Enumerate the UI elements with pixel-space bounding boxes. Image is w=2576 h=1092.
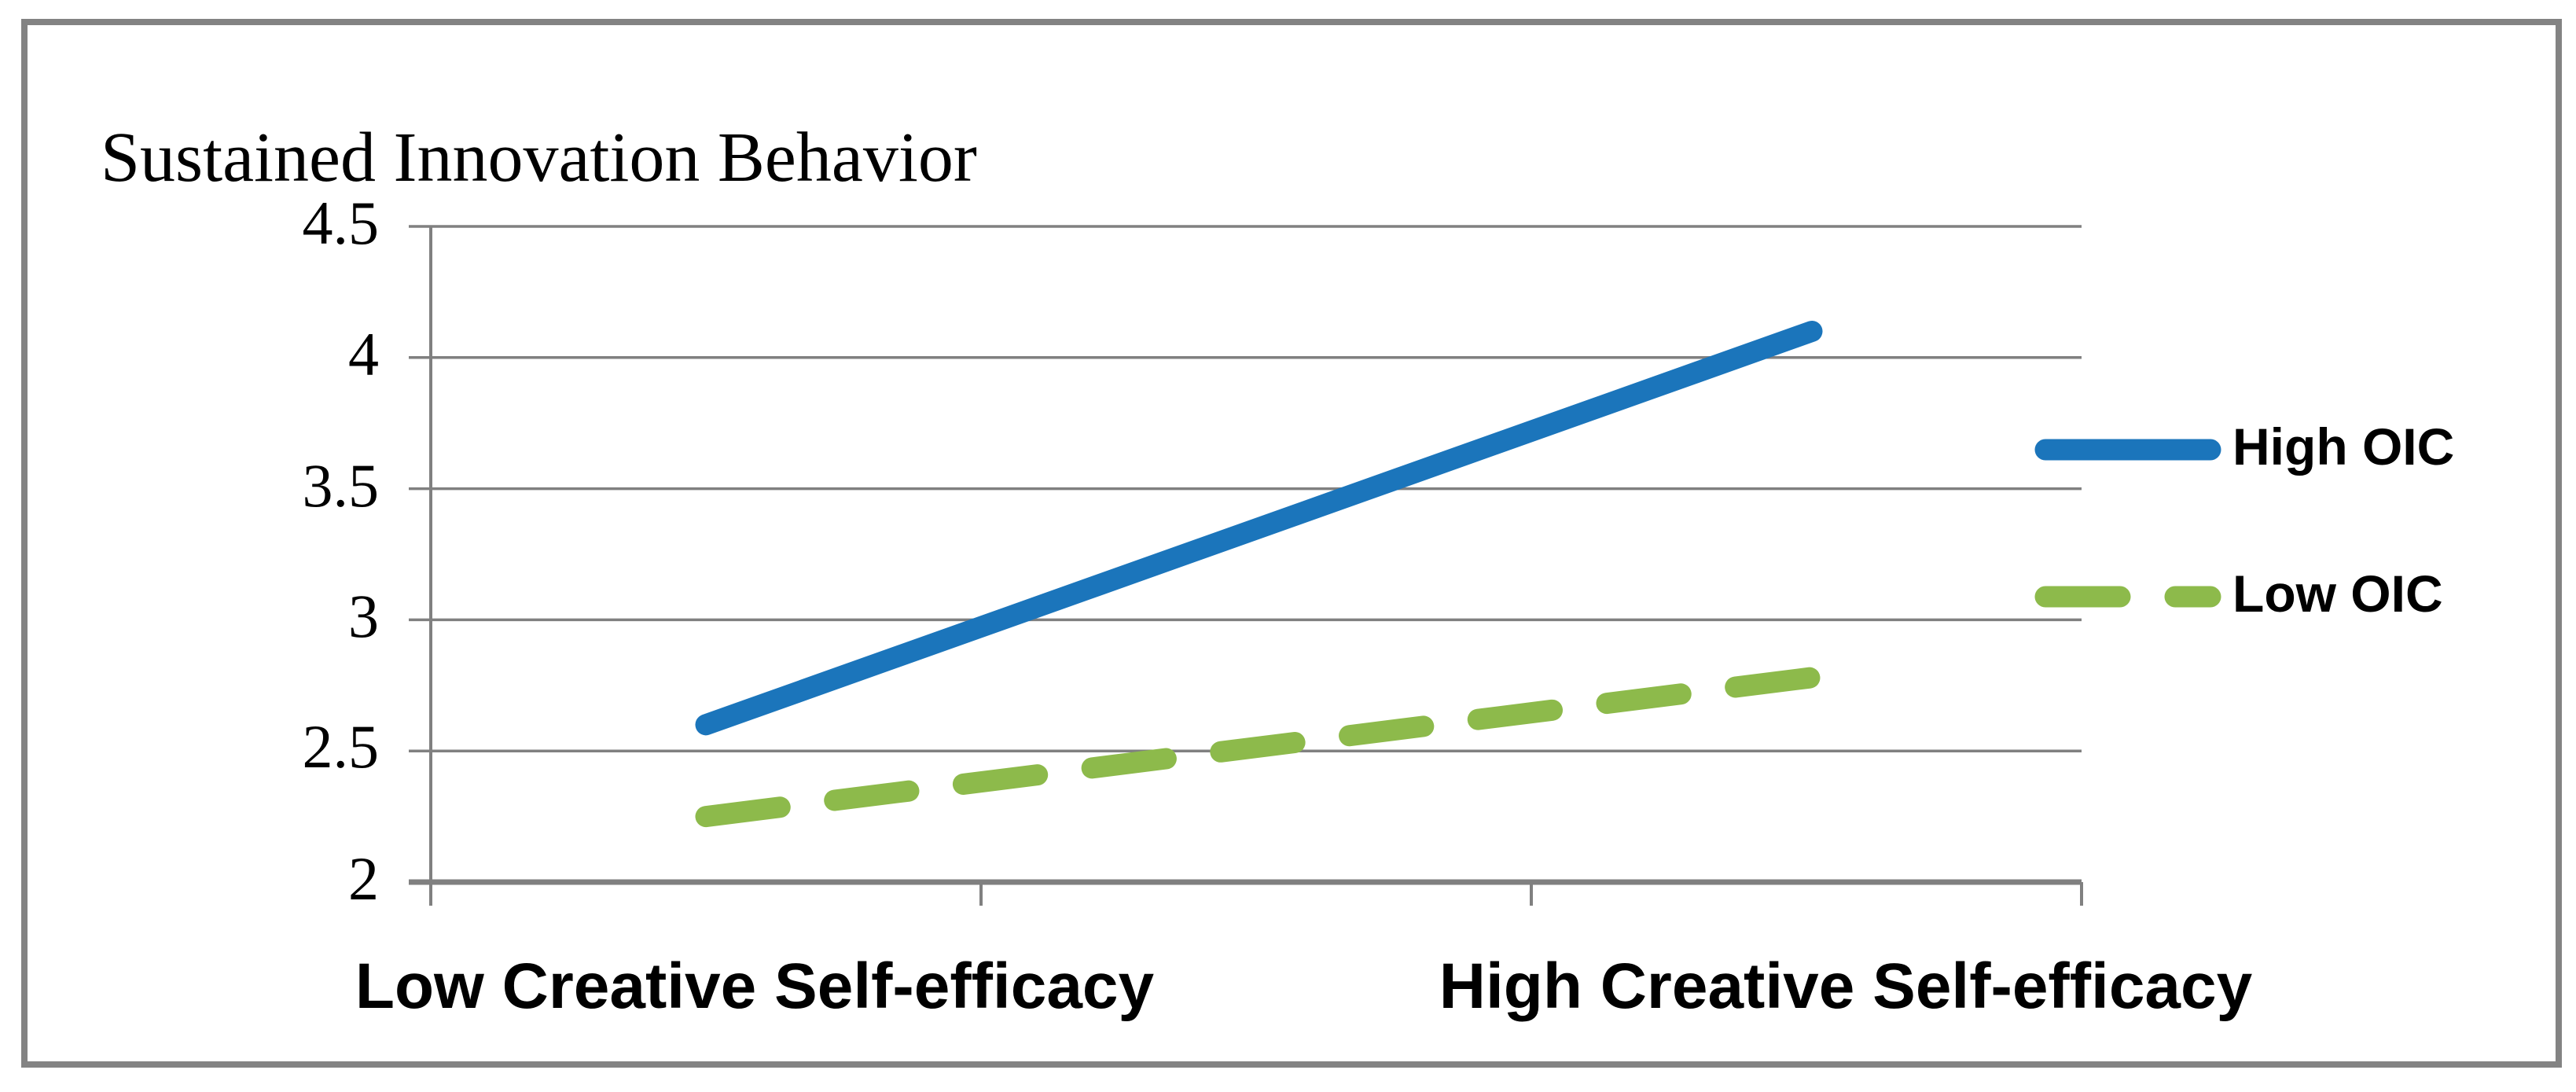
x-axis-category-labels: Low Creative Self-efficacy High Creative… xyxy=(355,950,2253,1022)
ytick-4: 4 xyxy=(348,320,379,388)
figure-border xyxy=(21,19,2562,1068)
ytick-2: 2 xyxy=(348,844,379,913)
chart-title: Sustained Innovation Behavior xyxy=(101,119,977,197)
x-label-high-creative-self-efficacy: High Creative Self-efficacy xyxy=(1439,950,2253,1022)
ytick-3: 3 xyxy=(348,582,379,650)
series-line-high-oic xyxy=(695,320,1823,736)
legend-label-high-oic: High OIC xyxy=(2232,417,2454,476)
x-label-low-creative-self-efficacy: Low Creative Self-efficacy xyxy=(355,950,1155,1022)
y-axis-tick-labels: 4.5 4 3.5 3 2.5 2 xyxy=(303,189,380,913)
gridlines xyxy=(409,225,2082,752)
ytick-2-5: 2.5 xyxy=(303,712,380,781)
legend: High OIC Low OIC xyxy=(2034,417,2454,623)
ytick-3-5: 3.5 xyxy=(303,451,380,520)
series-lines xyxy=(695,320,1823,828)
ytick-4-5: 4.5 xyxy=(303,189,380,257)
axes xyxy=(409,226,2083,906)
series-line-low-oic xyxy=(695,667,1823,828)
legend-label-low-oic: Low OIC xyxy=(2232,564,2443,623)
legend-line-samples xyxy=(2034,439,2221,608)
